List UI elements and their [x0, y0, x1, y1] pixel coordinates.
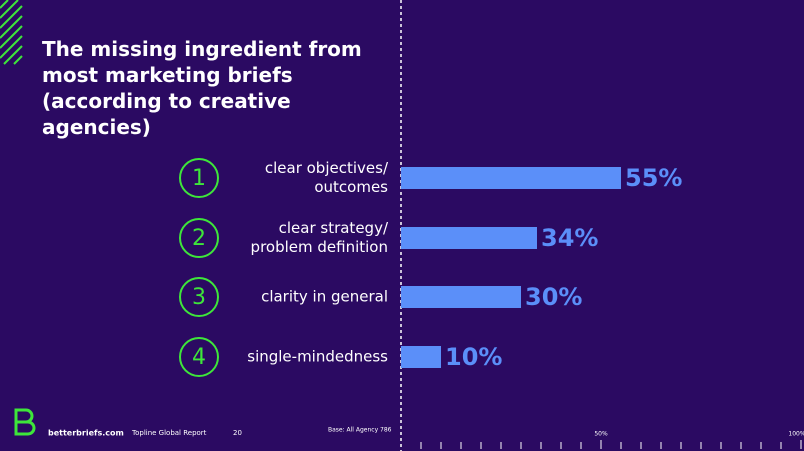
- logo: [14, 408, 36, 436]
- x-tick-label: 50%: [594, 431, 608, 438]
- corner-stripes: [0, 0, 23, 65]
- rank-circle: [179, 277, 219, 317]
- rank: 2: [192, 226, 206, 251]
- chart-title: The missing ingredient from most marketi…: [42, 37, 362, 139]
- x-tick-label: 100%: [788, 431, 804, 438]
- category-label: clear objectives/ outcomes: [264, 159, 388, 196]
- value-label: 10%: [445, 343, 502, 371]
- value-label: 30%: [525, 283, 582, 311]
- footer-site: betterbriefs.com: [48, 429, 124, 438]
- category-label: clear strategy/ problem definition: [250, 219, 388, 256]
- bar: [401, 167, 621, 189]
- value-label: 55%: [625, 164, 682, 192]
- rank-circle: [179, 158, 219, 198]
- rank-circle: [179, 218, 219, 258]
- footer-base: Base: All Agency 786: [328, 427, 392, 434]
- footer-report: Topline Global Report: [131, 429, 207, 437]
- category-label: clarity in general: [261, 287, 388, 306]
- value-label: 34%: [541, 224, 598, 252]
- bar: [401, 227, 537, 249]
- rank: 3: [192, 285, 206, 310]
- rank-circle: [179, 337, 219, 377]
- rank: 4: [192, 345, 206, 370]
- footer-page: 20: [233, 429, 242, 437]
- rank: 1: [192, 166, 206, 191]
- bar: [401, 346, 441, 368]
- bar: [401, 286, 521, 308]
- category-label: single-mindedness: [247, 347, 388, 366]
